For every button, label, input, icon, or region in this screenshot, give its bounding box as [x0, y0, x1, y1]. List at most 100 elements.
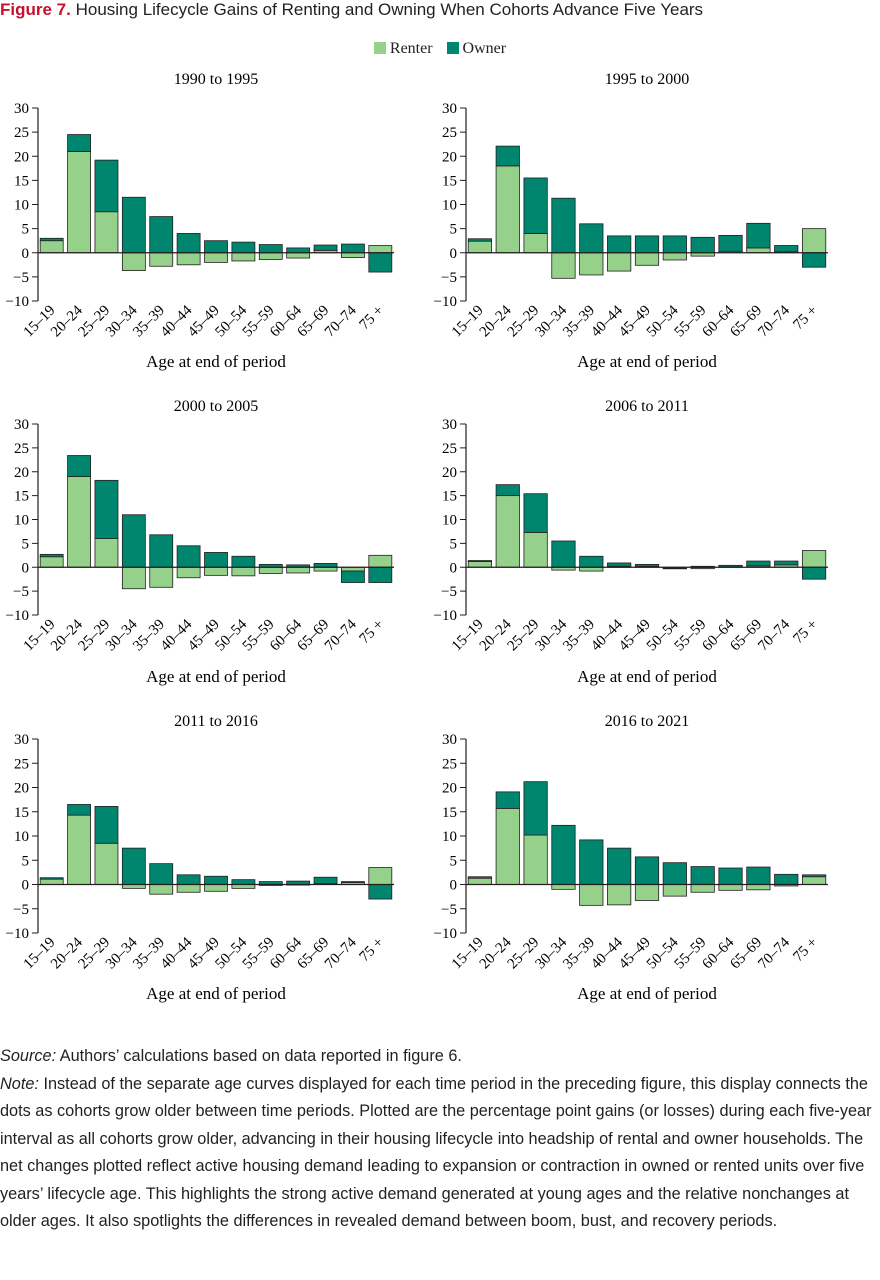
owner-bar: [719, 235, 742, 251]
renter-bar: [287, 567, 310, 573]
renter-bar: [468, 241, 491, 253]
owner-bar: [341, 244, 364, 253]
y-tick-label: 5: [22, 853, 30, 869]
y-tick-label: 0: [450, 246, 458, 262]
owner-bar: [802, 253, 825, 267]
renter-bar: [524, 233, 547, 252]
owner-bar: [95, 480, 118, 538]
renter-bar: [468, 562, 491, 568]
renter-bar: [802, 551, 825, 568]
y-tick-label: 5: [450, 536, 458, 552]
owner-bar: [747, 867, 770, 884]
renter-bar: [177, 567, 200, 578]
owner-bar: [204, 241, 227, 253]
renter-bar: [204, 885, 227, 892]
renter-bar: [68, 151, 91, 252]
owner-bar: [775, 874, 798, 884]
owner-bar: [580, 556, 603, 567]
renter-bar: [95, 843, 118, 884]
y-tick-label: −5: [441, 584, 457, 600]
renter-bar: [496, 808, 519, 884]
owner-bar: [468, 877, 491, 878]
y-tick-label: 10: [442, 829, 457, 845]
renter-bar: [719, 885, 742, 891]
renter-bar: [287, 253, 310, 258]
owner-bar: [341, 571, 364, 582]
renter-bar: [524, 532, 547, 567]
owner-bar: [122, 197, 145, 252]
y-tick-label: −5: [441, 902, 457, 918]
owner-bar: [607, 236, 630, 253]
owner-bar: [802, 875, 825, 877]
owner-bar: [635, 236, 658, 253]
y-tick-label: 25: [442, 441, 457, 457]
y-tick-label: 10: [14, 198, 29, 214]
y-tick-label: 20: [442, 781, 457, 797]
y-tick-label: −10: [434, 608, 457, 624]
x-tick-label: 75 +: [357, 303, 388, 334]
y-tick-label: −5: [13, 902, 29, 918]
y-tick-label: 20: [14, 465, 29, 481]
owner-bar: [524, 782, 547, 835]
renter-bar: [691, 885, 714, 893]
owner-bar: [177, 875, 200, 885]
renter-bar: [635, 885, 658, 901]
x-tick-label: 70–74: [755, 934, 793, 972]
renter-bar: [122, 253, 145, 271]
x-tick-label: 70–74: [755, 616, 793, 654]
renter-bar: [552, 253, 575, 279]
y-tick-label: 15: [14, 489, 29, 505]
renter-bar: [802, 877, 825, 885]
y-tick-label: 15: [442, 173, 457, 189]
owner-bar: [468, 561, 491, 562]
renter-bar: [150, 253, 173, 267]
renter-bar: [580, 885, 603, 906]
renter-bar: [95, 539, 118, 568]
owner-bar: [691, 867, 714, 885]
owner-bar: [150, 217, 173, 253]
owner-bar: [122, 515, 145, 568]
x-axis-label: Age at end of period: [146, 667, 286, 686]
x-tick-label: 70–74: [755, 302, 793, 340]
owner-bar: [719, 868, 742, 884]
y-tick-label: 25: [14, 441, 29, 457]
y-tick-label: 10: [442, 198, 457, 214]
renter-bar: [663, 885, 686, 897]
chart-title: 2016 to 2021: [605, 713, 689, 730]
y-tick-label: 0: [450, 878, 458, 894]
y-tick-label: 25: [442, 756, 457, 772]
owner-bar: [635, 857, 658, 885]
owner-bar: [314, 877, 337, 883]
renter-bar: [259, 253, 282, 260]
owner-bar: [496, 146, 519, 166]
charts-canvas: 1990 to 1995−10−505101520253015–1920–242…: [0, 0, 880, 1030]
owner-bar: [177, 546, 200, 567]
y-tick-label: 10: [14, 829, 29, 845]
y-tick-label: −10: [6, 926, 29, 942]
chart-panel-3: 2000 to 2005−10−505101520253015–1920–242…: [6, 398, 394, 686]
renter-bar: [580, 253, 603, 275]
x-tick-label: 75 +: [790, 935, 821, 966]
owner-bar: [341, 882, 364, 883]
y-tick-label: 30: [14, 101, 29, 117]
chart-title: 1990 to 1995: [174, 71, 258, 88]
note-text: Note: Instead of the separate age curves…: [0, 1071, 880, 1236]
chart-title: 1995 to 2000: [605, 71, 689, 88]
source-text: Authors’ calculations based on data repo…: [56, 1047, 462, 1065]
owner-bar: [524, 178, 547, 233]
owner-bar: [775, 246, 798, 252]
renter-bar: [232, 567, 255, 576]
renter-bar: [204, 567, 227, 575]
x-axis-label: Age at end of period: [146, 984, 286, 1003]
renter-bar: [496, 496, 519, 568]
x-axis-label: Age at end of period: [577, 352, 717, 371]
y-tick-label: 30: [442, 101, 457, 117]
owner-bar: [68, 804, 91, 815]
y-tick-label: 20: [442, 465, 457, 481]
owner-bar: [150, 535, 173, 567]
x-tick-label: 70–74: [322, 934, 360, 972]
owner-bar: [607, 848, 630, 884]
owner-bar: [552, 198, 575, 253]
owner-bar: [663, 568, 686, 569]
owner-bar: [40, 554, 63, 556]
